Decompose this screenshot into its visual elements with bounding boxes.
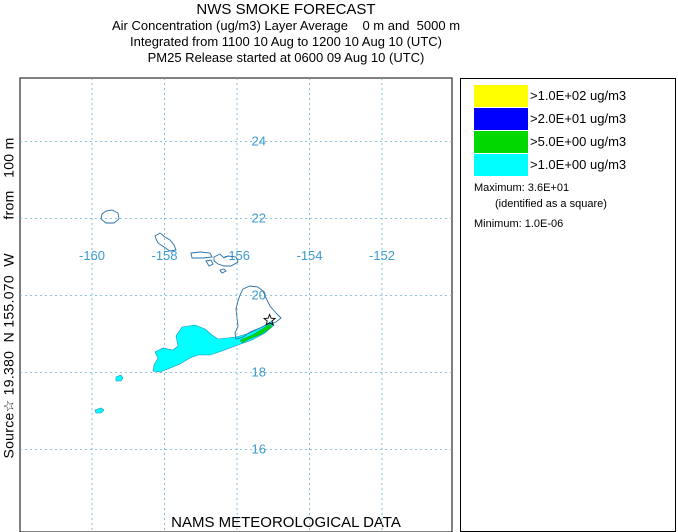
island-oahu xyxy=(154,232,177,252)
island-molokai xyxy=(190,251,213,259)
island-hawaii xyxy=(234,285,282,340)
legend-label-3: >5.0E+00 ug/m3 xyxy=(530,134,627,149)
lat-tick-label-1: 18 xyxy=(252,365,266,380)
plume-level-1 xyxy=(152,320,275,373)
map-frame xyxy=(19,77,453,532)
lat-tick-label-3: 22 xyxy=(252,211,266,226)
legend-label-4: >1.0E+00 ug/m3 xyxy=(530,157,627,172)
lon-tick-label-4: -152 xyxy=(369,248,395,263)
plume-speck-1 xyxy=(115,374,124,382)
legend-swatch-2 xyxy=(474,108,528,130)
lon-tick-label-1: -158 xyxy=(151,248,177,263)
lat-tick-label-2: 20 xyxy=(252,288,266,303)
lon-tick-label-2: -156 xyxy=(224,248,250,263)
lat-tick-label-4: 24 xyxy=(252,134,266,149)
legend-panel: >1.0E+02 ug/m3 >2.0E+01 ug/m3 >5.0E+00 u… xyxy=(460,78,676,532)
legend-swatch-1 xyxy=(474,85,528,107)
maximum-label: Maximum: 3.6E+01 xyxy=(474,182,570,194)
subtitle-line-2: Integrated from 1100 10 Aug to 1200 10 A… xyxy=(130,34,442,49)
island-lanai xyxy=(205,259,214,267)
source-star-icon xyxy=(262,313,277,326)
meteorological-data-label: NAMS METEOROLOGICAL DATA xyxy=(171,514,401,531)
subtitle-line-3: PM25 Release started at 0600 09 Aug 10 (… xyxy=(147,50,425,65)
minimum-label: Minimum: 1.0E-06 xyxy=(474,218,564,230)
plume-level-2 xyxy=(239,323,273,344)
title-block: NWS SMOKE FORECAST Air Concentration (ug… xyxy=(0,0,572,66)
chart-title: NWS SMOKE FORECAST xyxy=(196,1,376,18)
legend-label-1: >1.0E+02 ug/m3 xyxy=(530,88,627,103)
coastlines xyxy=(100,209,282,340)
island-kauai xyxy=(100,209,120,224)
island-kahoolawe xyxy=(219,268,227,274)
legend-label-2: >2.0E+01 ug/m3 xyxy=(530,111,627,126)
grid-lines xyxy=(20,78,452,532)
lat-tick-label-0: 16 xyxy=(252,442,266,457)
island-maui xyxy=(213,253,239,267)
legend-swatch-3 xyxy=(474,131,528,153)
lon-tick-label-0: -160 xyxy=(79,248,105,263)
maximum-note: (identified as a square) xyxy=(495,198,607,210)
tick-labels: -160 -158 -156 -154 -152 16 18 20 22 24 xyxy=(79,134,395,457)
lon-tick-label-3: -154 xyxy=(296,248,322,263)
plume-speck-2 xyxy=(94,407,105,414)
legend-swatch-4 xyxy=(474,154,528,176)
subtitle-line-1: Air Concentration (ug/m3) Layer Average … xyxy=(111,18,461,33)
